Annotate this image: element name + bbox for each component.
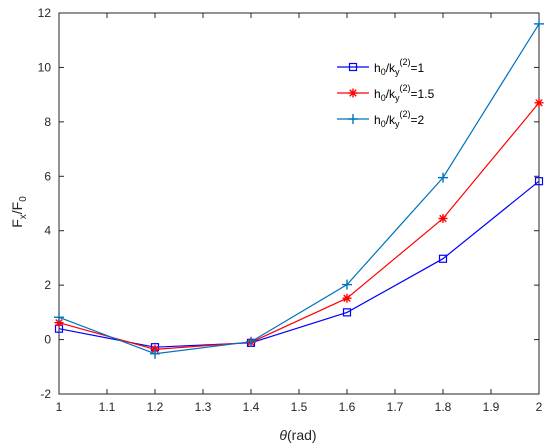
y-tick-label: 4 bbox=[44, 224, 51, 238]
x-tick-label: 1.7 bbox=[387, 400, 404, 414]
data-point-square bbox=[342, 308, 352, 317]
x-tick-label: 1 bbox=[56, 400, 63, 414]
y-tick-label: 6 bbox=[44, 169, 51, 183]
data-point-asterisk bbox=[534, 98, 544, 108]
x-tick-label: 1.4 bbox=[243, 400, 260, 414]
x-axis-ticks: 1 1.1 1.2 1.3 1.4 1.5 1.6 1.7 1.8 1.9 2 bbox=[56, 13, 543, 414]
data-point-square bbox=[534, 177, 544, 186]
legend-entry: h0/ky(2)=2 bbox=[337, 109, 425, 129]
y-axis-ticks: -2 0 2 4 6 8 10 12 bbox=[38, 6, 539, 401]
y-tick-label: 2 bbox=[44, 278, 51, 292]
x-tick-label: 1.5 bbox=[291, 400, 308, 414]
legend-label: h0/ky(2)=1.5 bbox=[374, 83, 435, 103]
plot-area bbox=[58, 12, 540, 395]
x-tick-label: 1.1 bbox=[99, 400, 116, 414]
data-point-plus bbox=[54, 312, 64, 323]
data-point-plus bbox=[246, 336, 256, 347]
data-point-plus bbox=[348, 114, 358, 124]
data-point-asterisk bbox=[438, 213, 448, 223]
x-tick-label: 1.6 bbox=[339, 400, 356, 414]
series-3 bbox=[54, 18, 544, 359]
series-layer bbox=[54, 18, 544, 359]
legend: h0/ky(2)=1 h0/ky(2)=1.5 h0/ky(2)=2 bbox=[333, 52, 457, 132]
data-point-square bbox=[438, 254, 448, 263]
data-point-plus bbox=[150, 348, 160, 359]
x-tick-label: 1.2 bbox=[147, 400, 164, 414]
y-tick-label: 12 bbox=[38, 6, 52, 20]
plot-frame bbox=[58, 12, 540, 395]
x-tick-label: 1.3 bbox=[195, 400, 212, 414]
data-point-plus bbox=[534, 18, 544, 29]
y-tick-label: 8 bbox=[44, 115, 51, 129]
x-tick-label: 1.9 bbox=[483, 400, 500, 414]
legend-entry: h0/ky(2)=1.5 bbox=[337, 83, 435, 103]
x-tick-label: 2 bbox=[536, 400, 543, 414]
legend-label: h0/ky(2)=2 bbox=[374, 109, 425, 129]
data-point-asterisk bbox=[348, 88, 358, 98]
series-line bbox=[58, 180, 540, 348]
y-tick-label: 10 bbox=[38, 60, 52, 74]
series-line bbox=[58, 102, 540, 351]
legend-label: h0/ky(2)=1 bbox=[374, 57, 425, 77]
legend-entry: h0/ky(2)=1 bbox=[337, 57, 425, 77]
y-tick-label: -2 bbox=[40, 387, 51, 401]
series-line bbox=[58, 23, 540, 355]
x-axis-label: θ(rad) bbox=[279, 427, 316, 443]
y-axis-label: Fx/F0 bbox=[9, 196, 29, 228]
y-tick-label: 0 bbox=[44, 333, 51, 347]
data-point-plus bbox=[342, 279, 352, 290]
x-tick-label: 1.8 bbox=[435, 400, 452, 414]
data-point-asterisk bbox=[342, 293, 352, 303]
data-point-square bbox=[348, 62, 358, 72]
data-point-plus bbox=[438, 172, 448, 183]
